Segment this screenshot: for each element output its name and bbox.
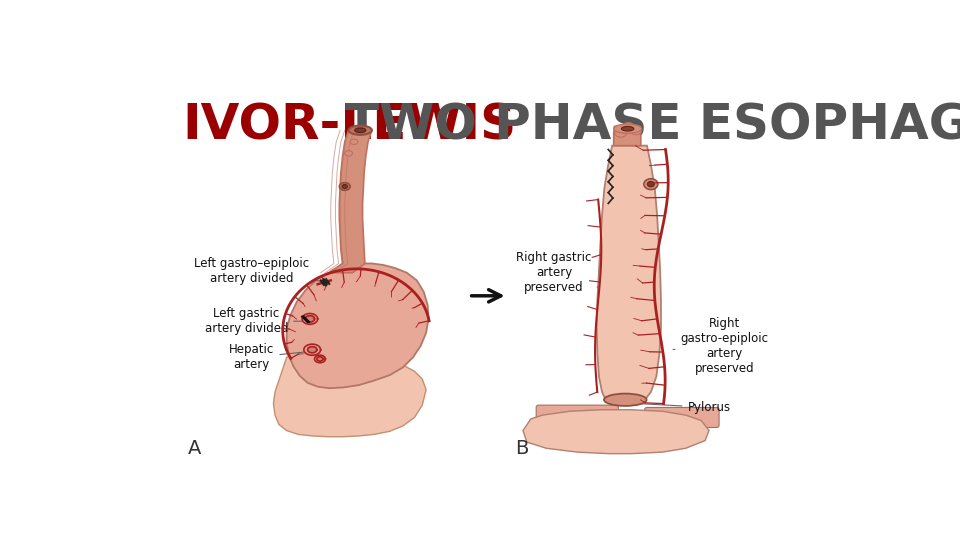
Polygon shape bbox=[287, 264, 428, 388]
Ellipse shape bbox=[348, 126, 372, 135]
Polygon shape bbox=[613, 126, 641, 146]
Ellipse shape bbox=[613, 124, 641, 133]
Ellipse shape bbox=[339, 183, 350, 190]
Ellipse shape bbox=[614, 128, 627, 137]
Text: Pylorus: Pylorus bbox=[642, 401, 731, 414]
Ellipse shape bbox=[355, 128, 366, 132]
Text: Left gastric
artery divided: Left gastric artery divided bbox=[204, 307, 304, 335]
Polygon shape bbox=[317, 357, 324, 361]
Polygon shape bbox=[274, 356, 426, 437]
Text: TWO PHASE ESOPHAGECTOMY: TWO PHASE ESOPHAGECTOMY bbox=[345, 102, 960, 150]
Polygon shape bbox=[329, 130, 372, 273]
Ellipse shape bbox=[621, 126, 634, 131]
Text: Right
gastro-epiploic
artery
preserved: Right gastro-epiploic artery preserved bbox=[673, 317, 769, 375]
FancyBboxPatch shape bbox=[645, 408, 719, 428]
Text: Hepatic
artery: Hepatic artery bbox=[229, 343, 309, 372]
Ellipse shape bbox=[604, 394, 647, 406]
Ellipse shape bbox=[350, 139, 358, 145]
Text: Right gastric
artery
preserved: Right gastric artery preserved bbox=[516, 251, 598, 294]
Ellipse shape bbox=[345, 151, 352, 156]
Ellipse shape bbox=[622, 123, 635, 133]
Polygon shape bbox=[305, 316, 315, 322]
Polygon shape bbox=[523, 410, 709, 454]
Ellipse shape bbox=[342, 185, 348, 188]
Ellipse shape bbox=[644, 179, 658, 190]
Text: A: A bbox=[188, 438, 202, 457]
Text: IVOR-LEWIS: IVOR-LEWIS bbox=[182, 102, 516, 150]
Polygon shape bbox=[596, 146, 660, 402]
Polygon shape bbox=[304, 344, 321, 355]
Text: B: B bbox=[516, 438, 529, 457]
Text: Left gastro–epiploic
artery divided: Left gastro–epiploic artery divided bbox=[194, 257, 323, 285]
Ellipse shape bbox=[647, 181, 655, 187]
Polygon shape bbox=[302, 314, 318, 325]
Polygon shape bbox=[315, 355, 325, 363]
FancyBboxPatch shape bbox=[537, 405, 618, 427]
Ellipse shape bbox=[631, 126, 641, 135]
Polygon shape bbox=[307, 347, 317, 353]
